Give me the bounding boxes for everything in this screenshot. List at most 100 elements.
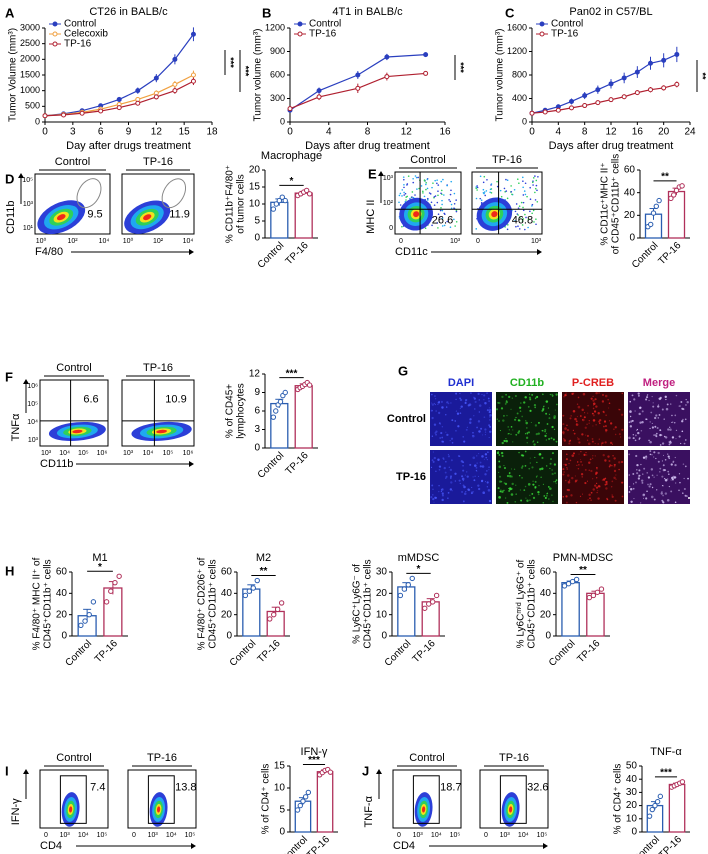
- y-tick-label: 20: [376, 588, 388, 599]
- y-axis-label: CD45⁺CD11b⁺ cells: [208, 559, 219, 648]
- bar: [103, 587, 123, 637]
- stain-dot: [588, 469, 590, 471]
- stain-dot: [455, 410, 457, 412]
- stain-dot: [501, 441, 504, 445]
- y-tick-label: 10⁴: [27, 419, 38, 426]
- series-line: [531, 53, 678, 114]
- stain-dot: [498, 460, 501, 463]
- data-point: [190, 31, 196, 37]
- stain-dot: [487, 451, 489, 454]
- event-dot: [534, 199, 537, 201]
- stain-dot: [512, 441, 514, 443]
- y-axis-label: % CD11b⁺F4/80⁺: [225, 165, 236, 243]
- stain-dot: [592, 395, 594, 397]
- stain-dot: [431, 435, 434, 437]
- data-point: [679, 183, 685, 189]
- stain-dot: [478, 399, 481, 401]
- stain-dot: [473, 415, 475, 417]
- stain-dot: [551, 494, 553, 496]
- stain-dot: [607, 455, 610, 458]
- stain-dot: [481, 465, 485, 468]
- stain-dot: [641, 420, 644, 424]
- data-point: [648, 87, 653, 93]
- event-dot: [516, 178, 519, 181]
- stain-dot: [598, 485, 601, 487]
- y-axis-label: CD45⁺CD11b⁺ cells: [43, 559, 54, 648]
- stain-dot: [679, 481, 681, 484]
- stain-dot: [562, 423, 565, 426]
- stain-dot: [445, 477, 447, 479]
- stain-dot: [685, 404, 687, 406]
- data-point: [271, 611, 277, 618]
- stain-dot: [652, 402, 654, 404]
- stain-dot: [545, 439, 547, 441]
- y-tick-label: 10: [376, 609, 388, 620]
- event-dot: [510, 185, 512, 187]
- stain-dot: [523, 401, 526, 404]
- stain-dot: [489, 419, 491, 421]
- stain-dot: [551, 425, 554, 429]
- stain-dot: [584, 468, 587, 471]
- significance-label: ***: [286, 368, 298, 379]
- data-point: [595, 100, 601, 106]
- panel-label: G: [398, 363, 408, 378]
- x-tick-label: 18: [206, 127, 218, 138]
- density-contour: [72, 429, 83, 434]
- stain-dot: [664, 478, 666, 480]
- stain-dot: [619, 408, 621, 411]
- stain-dot: [553, 428, 556, 431]
- x-tick-label: TP-16: [256, 638, 283, 665]
- stain-dot: [532, 441, 534, 443]
- event-dot: [441, 217, 444, 220]
- x-tick-label: 6: [98, 127, 104, 138]
- stain-dot: [498, 471, 500, 474]
- bar: [668, 783, 686, 833]
- event-dot: [521, 176, 524, 179]
- stain-dot: [682, 492, 684, 494]
- event-dot: [506, 228, 509, 231]
- stain-dot: [438, 468, 441, 471]
- data-point: [555, 107, 561, 113]
- stain-dot: [592, 488, 595, 491]
- stain-dot: [435, 470, 437, 473]
- stain-dot: [459, 392, 461, 395]
- event-dot: [448, 199, 450, 201]
- y-tick-label: 10⁶: [27, 383, 38, 390]
- stain-dot: [671, 414, 673, 417]
- stain-dot: [446, 433, 449, 437]
- stain-dot: [543, 406, 545, 408]
- density-contour: [56, 214, 66, 221]
- chart-title: Pan02 in C57/BL: [569, 6, 652, 18]
- data-point: [287, 106, 293, 112]
- stain-dot: [581, 464, 583, 466]
- data-point: [61, 112, 67, 118]
- stain-dot: [526, 427, 528, 429]
- stain-dot: [628, 485, 631, 488]
- stain-dot: [570, 476, 574, 480]
- stain-dot: [605, 414, 607, 416]
- data-point: [401, 586, 408, 592]
- stain-dot: [660, 492, 663, 495]
- data-point: [582, 103, 588, 109]
- stain-dot: [587, 499, 589, 501]
- stain-dot: [590, 397, 593, 400]
- arrow-head: [191, 843, 196, 849]
- event-dot: [430, 201, 433, 204]
- stain-dot: [619, 436, 622, 438]
- panel-label: F: [5, 369, 13, 384]
- stain-dot: [449, 477, 452, 479]
- x-tick-label: 10⁵: [450, 832, 461, 839]
- data-point: [582, 93, 588, 99]
- stain-dot: [538, 484, 540, 487]
- stain-dot: [476, 455, 478, 457]
- stain-dot: [572, 429, 574, 431]
- stain-dot: [433, 501, 435, 503]
- event-dot: [476, 186, 479, 189]
- stain-dot: [549, 393, 552, 396]
- y-tick-label: 10: [274, 783, 286, 794]
- event-dot: [420, 185, 423, 187]
- stain-dot: [434, 496, 437, 499]
- x-tick-label: 15: [179, 127, 191, 138]
- stain-dot: [527, 431, 530, 434]
- stain-dot: [539, 468, 542, 471]
